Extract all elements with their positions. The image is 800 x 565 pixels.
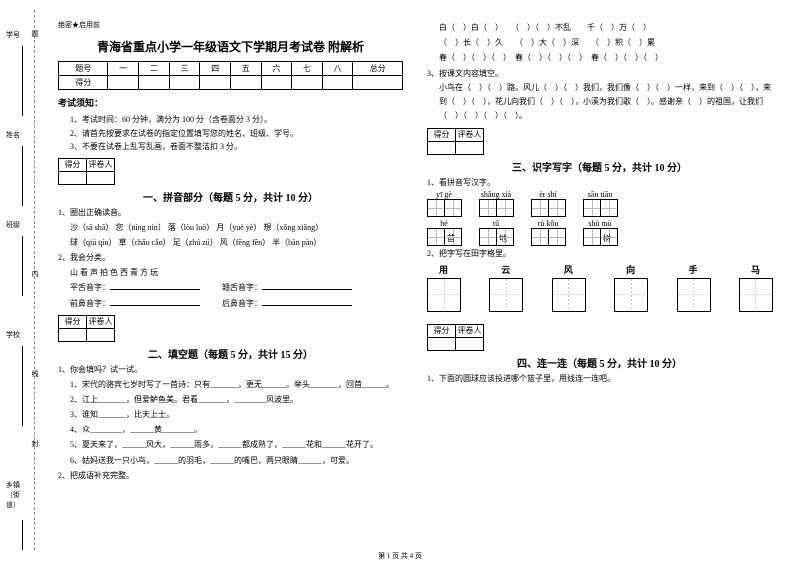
binding-field-class: 班级 <box>6 220 20 230</box>
binding-field-school: 学校 <box>6 330 20 340</box>
binding-field-id: 学号 <box>6 30 20 40</box>
score-table: 题号 一 二 三 四 五 六 七 八 总分 得分 <box>58 61 403 90</box>
section-3-title: 三、识字写字（每题 5 分，共计 10 分） <box>427 159 772 174</box>
q3-1: 1、看拼音写汉字。 <box>427 177 772 188</box>
table-row: 题号 一 二 三 四 五 六 七 八 总分 <box>59 62 403 76</box>
rule: 3、不要在试卷上乱写乱画，卷面不整洁扣 3 分。 <box>58 140 403 154</box>
q3-2: 2、把字写在田字格里。 <box>427 248 772 259</box>
q1-2-chars: 山 看 声 拍 色 西 青 方 玩 <box>70 265 403 280</box>
page-footer: 第 1 页 共 4 页 <box>0 551 800 561</box>
idiom-line: 白（ ）白（ ） （ ）（ ）不乱 千（ ）万（ ） <box>439 20 772 35</box>
left-column: 绝密★启用前 青海省重点小学一年级语文下学期月考试卷 附解析 题号 一 二 三 … <box>58 20 403 483</box>
q1-1-line: 球（qiú qíu） 草（chǎo cǎo） 足（zhú zú） 风（fēng … <box>70 235 403 250</box>
binding-field-name: 姓名 <box>6 130 20 140</box>
rule: 2、请首先按要求在试卷的指定位置填写您的姓名、班级、学号。 <box>58 127 403 141</box>
section-4-title: 四、连一连（每题 5 分，共计 10 分） <box>427 355 772 370</box>
q1-1-line: 沙（sā shā） 您（níng nín） 落（lòu luò） 月（yuè y… <box>70 220 403 235</box>
table-row: 得分 <box>59 76 403 90</box>
q2-1-line: 5、夏天来了，______风大，______雨多，______都成熟了，____… <box>70 437 403 452</box>
q2-1-line: 2、江上_______，但爱鲈鱼美。君看_______，________风波里。 <box>70 392 403 407</box>
q2-2: 2、把成语补充完整。 <box>58 470 403 481</box>
q2-1-line: 6、姑妈送我一只小鸟，______的羽毛，______的嘴巴，两只眼睛_____… <box>70 453 403 468</box>
pinyin-row: yī gè shǎng xià èr shí sān tiān <box>427 190 772 217</box>
qr3-text: 小鸟在（ ）（ ）路。风儿（ ）（ ）我们，我们像（ ）（ ）一样，来到（ ）（… <box>439 81 772 124</box>
section-1-title: 一、拼音部分（每题 5 分，共计 10 分） <box>58 189 403 204</box>
binding-field-town: 乡镇（街道） <box>6 480 20 510</box>
q2-1-line: 1、宋代的骆宾七岁时写了一首诗：只有_______，更无______。举头___… <box>70 377 403 392</box>
secret-label: 绝密★启用前 <box>58 20 403 30</box>
score-mini: 得分评卷人 <box>58 158 115 185</box>
q2-1-line: 4、众________，______黄________。 <box>70 422 403 437</box>
q1-1: 1、圈出正确读音。 <box>58 207 403 218</box>
score-mini: 得分评卷人 <box>58 315 115 342</box>
score-mini: 得分评卷人 <box>427 324 484 351</box>
notice-heading: 考试须知： <box>58 96 403 109</box>
q2-1-line: 3、谁知_______，比天上士。 <box>70 407 403 422</box>
big-char-row: 用 云 风 向 手 马 <box>427 263 772 312</box>
right-column: 白（ ）白（ ） （ ）（ ）不乱 千（ ）万（ ） （ ）长（ ）久 （ ）大… <box>427 20 772 483</box>
section-2-title: 二、填空题（每题 5 分，共计 15 分） <box>58 346 403 361</box>
exam-title: 青海省重点小学一年级语文下学期月考试卷 附解析 <box>58 38 403 55</box>
pinyin-row: hé苗 tǔ地 rù kǒu shù mù树 <box>427 219 772 246</box>
qr3: 3、按课文内容填空。 <box>427 68 772 79</box>
q4-1: 1、下面的圆球应该投进哪个篮子里，用线连一连吧。 <box>427 373 772 384</box>
idiom-line: 春（ ）（ ）（ ） 春（ ）（ ）（ ） 春（ ）（ ）（ ） <box>439 50 772 65</box>
q2-1: 1、你会填吗？试一试。 <box>58 364 403 375</box>
q1-2: 2、我会分类。 <box>58 252 403 263</box>
idiom-line: （ ）长（ ）久 （ ）大（ ）深 （ ）积（ ）累 <box>439 35 772 50</box>
rule: 1、考试时间：60 分钟，满分为 100 分（含卷面分 3 分）。 <box>58 113 403 127</box>
score-mini: 得分评卷人 <box>427 128 484 155</box>
binding-margin: 学号 姓名 班级 学校 乡镇（街道） 题 内 线 封 <box>4 10 36 550</box>
